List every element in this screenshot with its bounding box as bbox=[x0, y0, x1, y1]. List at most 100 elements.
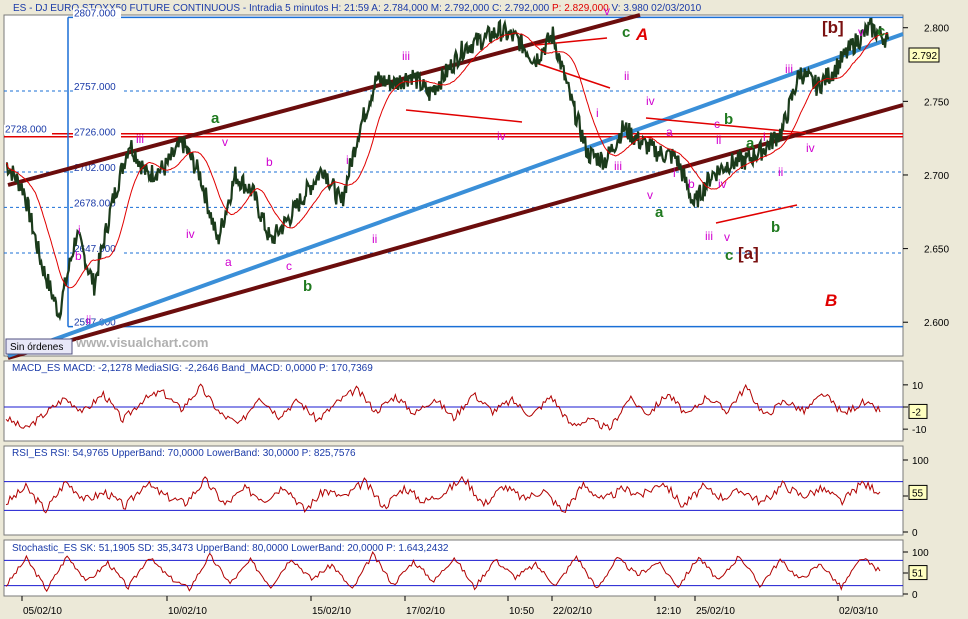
wave-label: a bbox=[655, 204, 664, 221]
oscillator-value-tag bbox=[908, 484, 928, 500]
price-level-label-bg bbox=[73, 244, 121, 255]
pattern-line bbox=[532, 61, 611, 89]
wave-label: v bbox=[222, 135, 228, 149]
wave-label: ii bbox=[86, 313, 91, 327]
price-level-label-bg bbox=[73, 163, 121, 174]
price-axis-label: 2.750 bbox=[924, 97, 949, 108]
wave-label: i bbox=[346, 153, 349, 167]
oscillator-value-tag bbox=[908, 565, 928, 581]
trend-channels bbox=[7, 13, 904, 360]
last-price-tag bbox=[908, 47, 940, 63]
moving-average-line bbox=[5, 32, 889, 289]
oscillator-value-tag-text: 51 bbox=[912, 569, 924, 580]
wave-label: iv bbox=[497, 129, 506, 143]
wave-label: i bbox=[78, 223, 81, 237]
oscillator-line bbox=[5, 383, 881, 431]
stochastic-plot-area[interactable] bbox=[3, 539, 904, 597]
oscillator-axis-label: -10 bbox=[912, 425, 927, 436]
wave-label: A bbox=[635, 25, 648, 44]
wave-label: iii bbox=[785, 62, 793, 76]
macd-header: MACD_ES MACD: -2,1278 MediaSIG: -2,2646 … bbox=[12, 363, 373, 374]
wave-label: b bbox=[266, 155, 273, 169]
last-price-value: 2.792 bbox=[912, 51, 937, 62]
wave-label: iii bbox=[136, 132, 144, 146]
pattern-line bbox=[405, 109, 523, 123]
macd-panel: 100-10-2 bbox=[4, 381, 928, 436]
wave-label: i bbox=[673, 166, 676, 180]
wave-label: c bbox=[286, 259, 292, 273]
time-axis-label: 17/02/10 bbox=[406, 606, 445, 617]
price-axis: 2.800 2.750 2.700 2.650 2.600 bbox=[903, 24, 949, 329]
wave-label: b bbox=[75, 249, 82, 263]
wave-label: [b] bbox=[822, 18, 844, 37]
oscillator-axis-label: 0 bbox=[912, 528, 918, 539]
wave-label: c bbox=[877, 23, 885, 40]
price-level-label: 2678.000 bbox=[74, 198, 116, 209]
channel-line bbox=[7, 103, 904, 360]
price-series bbox=[5, 17, 890, 322]
wave-label: ii bbox=[372, 232, 377, 246]
wave-label: b bbox=[724, 111, 733, 128]
oscillator-value-tag-text: -2 bbox=[912, 407, 921, 418]
wave-label: v bbox=[647, 188, 653, 202]
oscillator-value-tag bbox=[908, 403, 928, 419]
oscillator-line bbox=[5, 550, 881, 593]
price-line bbox=[5, 17, 890, 322]
pattern-line bbox=[535, 37, 608, 46]
price-level-label: 2702.000 bbox=[74, 163, 116, 174]
oscillator-axis-label: 100 bbox=[912, 548, 929, 559]
wave-label: c bbox=[714, 117, 720, 131]
wave-label: ii bbox=[624, 69, 629, 83]
wave-label: c bbox=[725, 247, 733, 264]
wave-label: ii bbox=[716, 133, 721, 147]
oscillator-line bbox=[5, 475, 881, 514]
price-axis-label: 2.700 bbox=[924, 171, 949, 182]
wave-label: i bbox=[596, 106, 599, 120]
watermark: www.visualchart.com bbox=[75, 335, 208, 350]
price-level-label: 2728.000 bbox=[5, 125, 47, 136]
wave-label: a bbox=[666, 125, 673, 139]
price-level-label: 2807.000 bbox=[74, 8, 116, 19]
wave-label: iii bbox=[614, 159, 622, 173]
price-level-label: 2647.000 bbox=[74, 244, 116, 255]
oscillator-axis-label: 10 bbox=[912, 381, 924, 392]
price-level-label-bg bbox=[73, 127, 121, 138]
wave-label: iii bbox=[402, 49, 410, 63]
wave-label: b bbox=[303, 278, 312, 295]
wave-label: iv bbox=[806, 141, 815, 155]
rsi-plot-area[interactable] bbox=[3, 445, 904, 536]
chart-header: ES - DJ EURO STOXX50 FUTURE CONTINUOUS -… bbox=[13, 3, 702, 14]
stochastic-panel: 10050051 bbox=[4, 548, 929, 601]
price-level-label-bg bbox=[73, 82, 121, 93]
blue-trend-line bbox=[7, 32, 904, 358]
time-axis-label: 22/02/10 bbox=[553, 606, 592, 617]
price-level-label-bg bbox=[73, 198, 121, 209]
oscillator-value-tag-text: 55 bbox=[912, 488, 924, 499]
price-level-label: 2726.000 bbox=[74, 128, 116, 139]
rsi-header: RSI_ES RSI: 54,9765 UpperBand: 70,0000 L… bbox=[12, 448, 356, 459]
stochastic-header: Stochastic_ES SK: 51,1905 SD: 35,3473 Up… bbox=[12, 543, 449, 554]
wave-label: i bbox=[763, 130, 766, 144]
price-axis-label: 2.650 bbox=[924, 245, 949, 256]
wave-label: b bbox=[771, 219, 780, 236]
rsi-panel: 10050055 bbox=[4, 456, 929, 539]
time-axis-label: 15/02/10 bbox=[312, 606, 351, 617]
time-axis-label: 10/02/10 bbox=[168, 606, 207, 617]
wave-label: c bbox=[622, 24, 630, 41]
price-level-label-bg bbox=[73, 8, 121, 19]
time-axis-label: 12:10 bbox=[656, 606, 681, 617]
wave-label: v bbox=[858, 25, 864, 39]
wave-label: iv bbox=[186, 227, 195, 241]
price-axis-label: 2.800 bbox=[924, 24, 949, 35]
wave-label: B bbox=[825, 291, 837, 310]
wave-label: a bbox=[225, 255, 232, 269]
wave-label: v bbox=[604, 4, 610, 18]
wave-label: ii bbox=[778, 165, 783, 179]
oscillator-axis-label: 0 bbox=[912, 590, 918, 601]
wave-label: iii bbox=[705, 229, 713, 243]
wave-label: iv bbox=[718, 177, 727, 191]
price-level-label: 2757.000 bbox=[74, 82, 116, 93]
order-status-box[interactable] bbox=[5, 338, 73, 355]
